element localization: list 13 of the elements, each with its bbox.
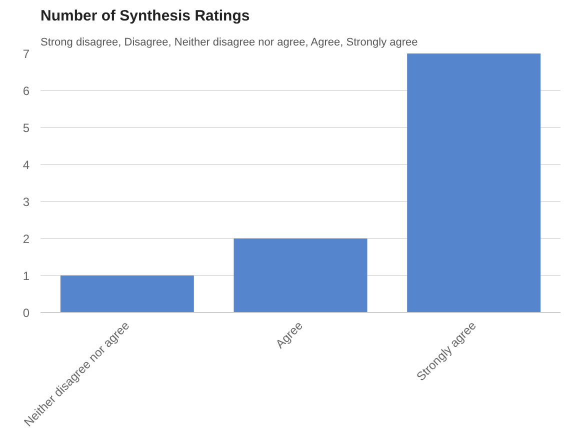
y-tick-label: 6: [22, 84, 30, 98]
chart-subtitle: Strong disagree, Disagree, Neither disagree nor agree, Agree, Strongly agree: [40, 36, 418, 48]
y-tick-label: 1: [22, 269, 30, 283]
y-tick-label: 4: [22, 158, 30, 172]
chart-title: Number of Synthesis Ratings: [40, 8, 250, 24]
bar: [407, 54, 541, 312]
y-tick-label: 3: [22, 195, 30, 209]
y-tick-label: 7: [22, 47, 30, 61]
bar: [60, 276, 194, 312]
y-tick-label: 0: [22, 306, 30, 320]
bar: [234, 238, 368, 312]
y-tick-label: 2: [22, 232, 30, 246]
y-tick-label: 5: [22, 121, 30, 135]
